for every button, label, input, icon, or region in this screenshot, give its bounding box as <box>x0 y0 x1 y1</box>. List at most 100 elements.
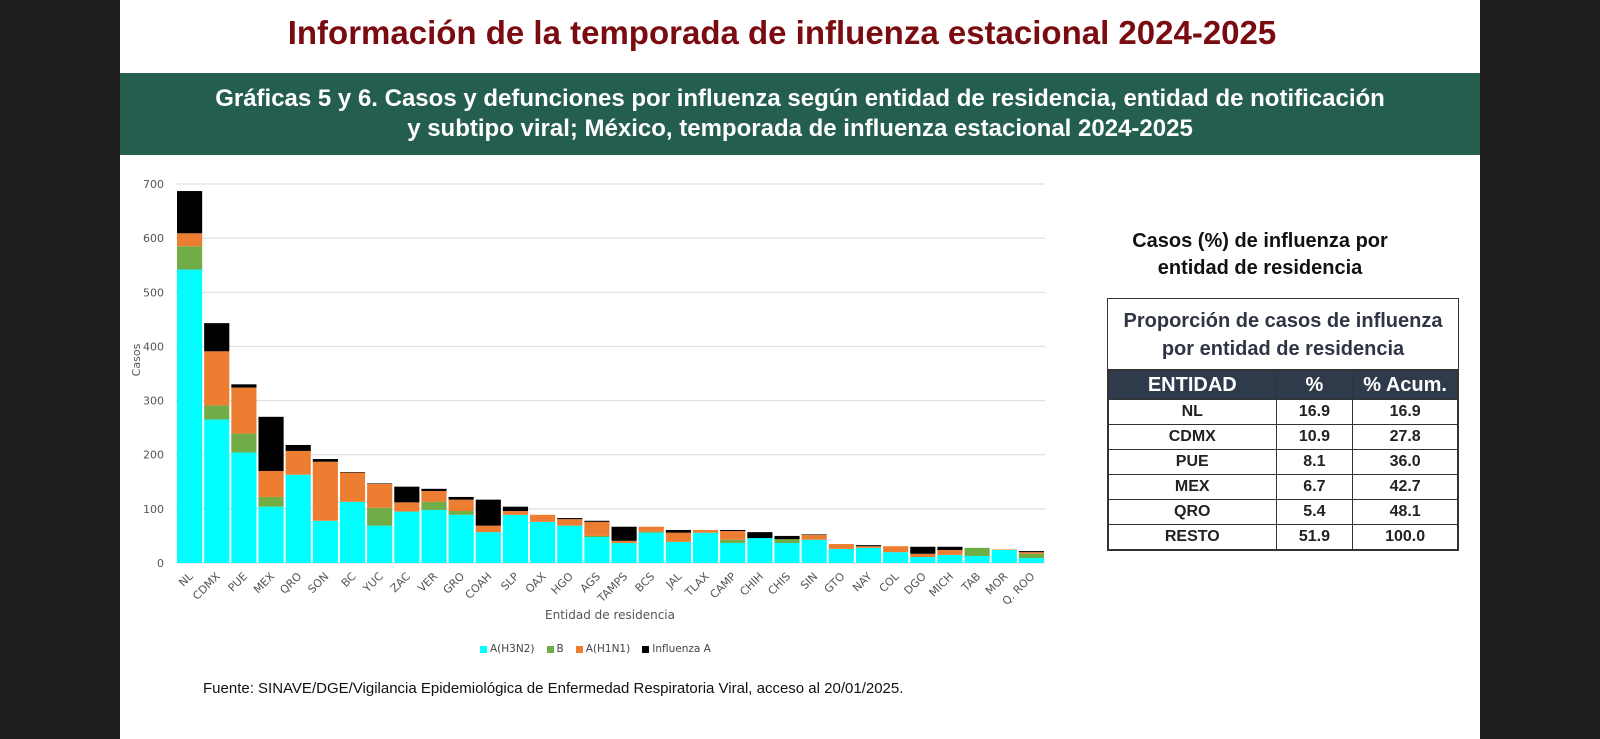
bar-segment-camp-b <box>720 539 746 543</box>
legend-item: A(H1N1) <box>575 643 630 655</box>
x-tick-label: QRO <box>277 570 304 597</box>
bar-segment-ags-ah3n2 <box>584 537 610 563</box>
bar-segment-qro-influenzaa <box>285 444 311 451</box>
bar-segment-qroo-ah1n1 <box>1018 552 1044 554</box>
bar-segment-hgo-ah1n1 <box>557 519 583 526</box>
x-tick-label: BC <box>339 570 359 590</box>
bar-segment-qroo-b <box>1018 553 1044 559</box>
bar-segment-mich-ah3n2 <box>937 554 963 563</box>
banner-line-2: y subtipo viral; México, temporada de in… <box>407 115 1193 142</box>
cell-entidad: PUE <box>1108 449 1277 475</box>
x-tick-label: SIN <box>798 570 820 592</box>
x-tick-label: PUE <box>226 570 251 595</box>
bar-segment-cdmx-ah3n2 <box>204 419 230 563</box>
bar-segment-jal-ah3n2 <box>665 541 691 563</box>
x-tick-label: TAMPS <box>594 570 630 606</box>
y-axis-label: Casos <box>130 343 143 376</box>
bar-segment-ver-b <box>421 501 447 510</box>
chart-banner: Gráficas 5 y 6. Casos y defunciones por … <box>120 73 1480 155</box>
bar-segment-jal-influenzaa <box>665 529 691 533</box>
legend-swatch <box>480 645 487 653</box>
x-tick-label: NAY <box>850 570 875 595</box>
bar-segment-bcs-b <box>638 531 664 533</box>
legend-label: A(H3N2) <box>490 643 535 655</box>
bar-segment-yuc-ah3n2 <box>367 525 393 563</box>
bar-segment-ver-influenzaa <box>421 488 447 491</box>
bar-segment-qroo-influenzaa <box>1018 551 1044 553</box>
x-tick-label: CHIH <box>737 570 766 599</box>
cell-cumulative: 36.0 <box>1352 449 1458 475</box>
legend-item: A(H3N2) <box>480 643 535 655</box>
cell-cumulative: 100.0 <box>1352 524 1458 550</box>
bars <box>177 191 1044 563</box>
bar-segment-son-ah3n2 <box>312 520 338 563</box>
legend-item: Influenza A <box>642 643 711 655</box>
legend-label: Influenza A <box>652 643 711 655</box>
cell-percent: 8.1 <box>1275 449 1354 475</box>
bar-segment-dgo-influenzaa <box>910 546 936 554</box>
bar-segment-pue-ah1n1 <box>231 387 257 434</box>
y-tick-label: 0 <box>157 557 164 570</box>
header-entidad: ENTIDAD <box>1108 370 1277 400</box>
bar-segment-coah-ah3n2 <box>475 532 501 563</box>
bar-segment-slp-ah3n2 <box>502 514 529 563</box>
bar-segment-dgo-ah3n2 <box>910 557 936 563</box>
table-row: PUE 8.1 36.0 <box>1108 449 1458 475</box>
cell-cumulative: 48.1 <box>1352 499 1458 525</box>
x-tick-label: TLAX <box>682 570 712 600</box>
bar-segment-pue-influenzaa <box>231 384 257 388</box>
bar-segment-bc-ah1n1 <box>339 472 366 502</box>
side-title-line-2: entidad de residencia <box>1157 257 1363 279</box>
bar-segment-tlax-ah3n2 <box>692 532 719 563</box>
cell-entidad: QRO <box>1108 499 1277 525</box>
cell-entidad: MEX <box>1108 474 1277 500</box>
x-tick-label: COAH <box>463 570 495 602</box>
x-tick-label: GTO <box>822 570 848 596</box>
bar-segment-mor-ah3n2 <box>991 550 1017 563</box>
bar-segment-dgo-ah1n1 <box>910 553 936 558</box>
bar-segment-mex-ah3n2 <box>258 506 284 563</box>
bar-segment-bc-influenzaa <box>339 472 366 473</box>
bar-segment-ver-ah3n2 <box>421 509 447 563</box>
cell-percent: 6.7 <box>1275 474 1354 500</box>
bar-segment-cdmx-ah1n1 <box>204 351 230 406</box>
y-tick-label: 300 <box>143 395 164 408</box>
bar-segment-yuc-influenzaa <box>367 483 393 484</box>
cell-percent: 16.9 <box>1275 399 1354 425</box>
bar-segment-mor-ah1n1 <box>991 549 1017 551</box>
bar-segment-ags-b <box>584 535 610 538</box>
legend-label: B <box>556 643 564 655</box>
bar-segment-cdmx-b <box>204 405 230 420</box>
bar-segment-nay-ah1n1 <box>855 546 882 548</box>
x-tick-label: MICH <box>927 570 956 599</box>
bar-segment-chih-influenzaa <box>747 532 773 539</box>
bar-segment-gto-ah1n1 <box>828 544 854 549</box>
page-title: Información de la temporada de influenza… <box>287 14 1277 51</box>
bar-segment-mex-influenzaa <box>258 416 284 471</box>
cell-entidad: NL <box>1108 399 1277 425</box>
table-row: MEX 6.7 42.7 <box>1108 474 1458 500</box>
bar-segment-mex-ah1n1 <box>258 470 284 497</box>
table-header-row: ENTIDAD % % Acum. <box>1108 370 1458 400</box>
x-tick-label: SLP <box>498 570 521 593</box>
bar-segment-nl-influenzaa <box>177 191 203 234</box>
table-row: QRO 5.4 48.1 <box>1108 499 1458 525</box>
x-tick-label: CHIS <box>765 570 793 598</box>
bar-segment-jal-ah1n1 <box>665 532 691 542</box>
bar-segment-mich-ah1n1 <box>937 550 963 555</box>
y-tick-label: 200 <box>143 449 164 462</box>
slide: Información de la temporada de influenza… <box>120 0 1480 739</box>
bar-segment-pue-b <box>231 433 257 453</box>
bar-segment-tamps-ah3n2 <box>611 542 637 563</box>
x-tick-label: VER <box>415 570 440 595</box>
bar-segment-yuc-b <box>367 507 393 526</box>
bar-segment-nl-ah3n2 <box>177 269 203 563</box>
bar-segment-col-ah1n1 <box>883 546 909 553</box>
bar-segment-gro-influenzaa <box>448 496 474 500</box>
legend-swatch <box>642 645 650 653</box>
bar-segment-sin-ah3n2 <box>801 539 827 563</box>
bar-segment-chis-ah3n2 <box>774 542 800 563</box>
y-axis-ticks: 0 100 200 300 400 500 600 700 <box>143 178 164 570</box>
x-tick-label: TAB <box>959 570 984 595</box>
